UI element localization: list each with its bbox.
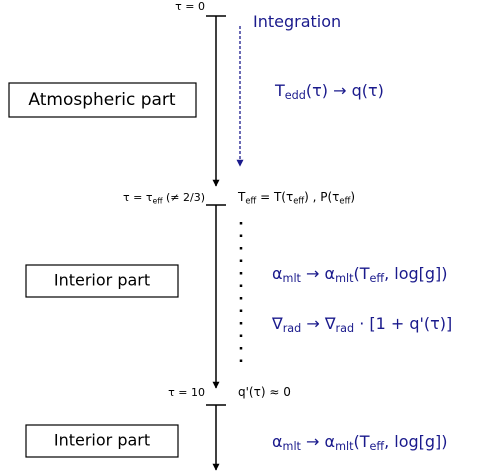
text: (≠ 2/3) bbox=[163, 191, 206, 204]
label: Tedd(τ) → q(τ) bbox=[274, 81, 384, 102]
text: ) , P(τ bbox=[304, 190, 339, 204]
text: , log[g]) bbox=[384, 264, 447, 283]
text: · [1 + q'(τ)] bbox=[354, 314, 452, 333]
subscript: eff bbox=[152, 196, 163, 205]
text: q'(τ) ≈ 0 bbox=[238, 385, 291, 399]
text: τ = 10 bbox=[168, 386, 205, 399]
subscript: edd bbox=[285, 89, 306, 102]
subscript: eff bbox=[293, 195, 304, 205]
text: → α bbox=[301, 432, 335, 451]
box bbox=[25, 424, 179, 458]
box-label: Interior part bbox=[54, 271, 150, 290]
text: (τ) → q(τ) bbox=[306, 81, 384, 100]
box-label: Atmospheric part bbox=[28, 90, 175, 110]
text: α bbox=[272, 432, 283, 451]
text: → α bbox=[301, 264, 335, 283]
text: ) bbox=[350, 190, 355, 204]
label: ∇rad → ∇rad · [1 + q'(τ)] bbox=[271, 314, 452, 335]
text: τ = τ bbox=[123, 191, 153, 204]
subscript: eff bbox=[245, 195, 256, 205]
subscript: mlt bbox=[335, 440, 354, 453]
text: T bbox=[237, 190, 246, 204]
axis bbox=[206, 15, 226, 471]
label: Integration bbox=[253, 12, 341, 31]
subscript: mlt bbox=[335, 272, 354, 285]
subscript: rad bbox=[336, 322, 355, 335]
subscript: mlt bbox=[283, 272, 302, 285]
text: (T bbox=[353, 264, 369, 283]
subscript: eff bbox=[370, 440, 385, 453]
box bbox=[25, 264, 179, 298]
subscript: eff bbox=[339, 195, 350, 205]
label: τ = 0 bbox=[175, 0, 205, 13]
text: , log[g]) bbox=[384, 432, 447, 451]
text: (T bbox=[353, 432, 369, 451]
text: α bbox=[272, 264, 283, 283]
text: ∇ bbox=[271, 314, 283, 333]
text: = T(τ bbox=[256, 190, 293, 204]
text: T bbox=[274, 81, 285, 100]
label: αmlt → αmlt(Teff, log[g]) bbox=[272, 432, 448, 453]
box-label: Interior part bbox=[54, 431, 150, 450]
label: αmlt → αmlt(Teff, log[g]) bbox=[272, 264, 448, 285]
box bbox=[8, 82, 197, 118]
subscript: eff bbox=[370, 272, 385, 285]
text: → ∇ bbox=[301, 314, 336, 333]
text: τ = 0 bbox=[175, 0, 205, 13]
subscript: mlt bbox=[283, 440, 302, 453]
label: τ = 10 bbox=[168, 386, 205, 399]
text: Integration bbox=[253, 12, 341, 31]
label: q'(τ) ≈ 0 bbox=[238, 385, 291, 399]
subscript: rad bbox=[283, 322, 302, 335]
label: τ = τeff (≠ 2/3) bbox=[123, 191, 205, 205]
label: Teff = T(τeff) , P(τeff) bbox=[237, 190, 355, 206]
